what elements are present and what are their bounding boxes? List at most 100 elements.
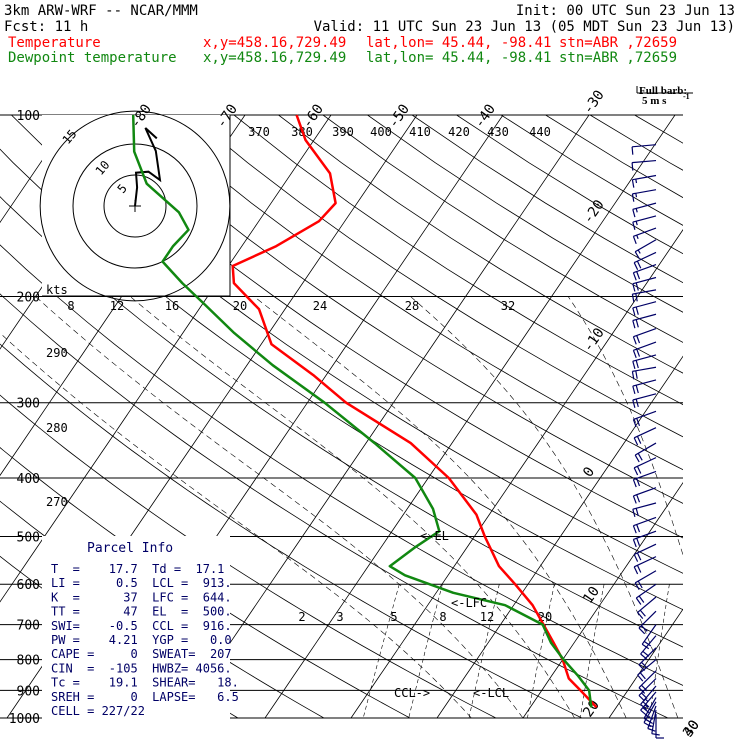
lcl-marker: <-LCL bbox=[473, 686, 509, 700]
wind-barb-staff bbox=[637, 596, 657, 613]
isotherm-line bbox=[608, 608, 683, 719]
dry-adiabat-line bbox=[322, 115, 683, 343]
theta-label: 390 bbox=[332, 125, 354, 139]
mixing-ratio-label: 2 bbox=[298, 610, 305, 624]
dry-adiabat-line bbox=[0, 293, 669, 719]
dry-adiabat-line bbox=[100, 115, 683, 504]
dry-adiabat-line bbox=[367, 115, 683, 313]
parcel-info-row: SREH = 0 LAPSE= 6.5 bbox=[51, 690, 239, 704]
mixing-ratio-line bbox=[579, 584, 605, 719]
wind-barb-half-flag bbox=[644, 704, 649, 708]
isotherm-tick-label: 20 bbox=[580, 697, 603, 720]
wind-barb-flag bbox=[632, 209, 636, 218]
wind-barb-flag bbox=[636, 466, 642, 474]
parcel-info-row: CIN = -105 HWBZ= 4056. bbox=[51, 661, 232, 675]
parcel-info-row: CELL = 227/22 bbox=[51, 704, 145, 718]
wind-barb bbox=[635, 583, 657, 605]
pressure-tick-label: 600 bbox=[17, 578, 40, 593]
wind-barb-flag bbox=[636, 494, 641, 503]
ccl-marker: CCL-> bbox=[394, 686, 430, 700]
wind-barb-flag bbox=[632, 272, 637, 281]
wind-barb-flag bbox=[636, 260, 642, 269]
dewpoint-station: stn=ABR ,72659 bbox=[559, 50, 677, 66]
wind-barb bbox=[632, 327, 657, 345]
theta-label: 290 bbox=[46, 346, 68, 360]
isotherm-line bbox=[0, 115, 332, 603]
wind-barb-flag bbox=[641, 625, 648, 632]
wind-barb-flag bbox=[642, 650, 650, 657]
wind-barb-staff bbox=[632, 174, 657, 181]
wind-barb-flag bbox=[647, 727, 656, 732]
isotherm-line bbox=[695, 115, 740, 718]
moist-adiabat-line bbox=[567, 296, 683, 556]
dry-adiabat-line bbox=[144, 115, 683, 471]
wind-barb bbox=[633, 556, 657, 575]
wind-barb-flag bbox=[632, 361, 636, 370]
wind-barb-flag bbox=[636, 271, 641, 280]
wind-barb-flag bbox=[631, 193, 635, 202]
speed-tick-label: 16 bbox=[165, 299, 179, 313]
wind-barb-staff bbox=[638, 670, 657, 689]
wind-barb bbox=[634, 239, 657, 259]
wind-barb-flag bbox=[641, 661, 648, 669]
wind-barb-flag bbox=[638, 627, 646, 635]
wind-barb-flag bbox=[643, 722, 652, 728]
hodograph-ring bbox=[103, 174, 167, 238]
parcel-info-panel: Parcel Info T = 17.7 Td = 17.1LI = 0.5 LC… bbox=[42, 536, 239, 728]
wind-barb-flag bbox=[632, 495, 637, 504]
parcel-info-row: CAPE = 0 SWEAT= 207 bbox=[51, 647, 232, 661]
hodograph-trace bbox=[134, 127, 162, 207]
model-title: 3km ARW-WRF -- NCAR/MMM bbox=[4, 3, 198, 19]
wind-barb-flag bbox=[636, 524, 641, 533]
wind-barb-flag bbox=[638, 664, 646, 671]
sounding-traces bbox=[131, 114, 598, 709]
dry-adiabat-line bbox=[55, 115, 683, 539]
wind-barb-flag bbox=[632, 336, 637, 345]
wind-barb-flag bbox=[635, 319, 639, 328]
isotherm-tick-label: 10 bbox=[580, 584, 603, 607]
wind-barb-flag bbox=[633, 566, 639, 575]
wind-barb-staff bbox=[632, 502, 657, 510]
hodograph bbox=[39, 110, 231, 302]
wind-barb-flag bbox=[651, 733, 660, 736]
wind-barb-flag bbox=[640, 653, 648, 660]
pressure-tick-label: 500 bbox=[17, 530, 40, 545]
dry-adiabat-line bbox=[411, 115, 683, 284]
wind-barb-flag bbox=[639, 672, 646, 680]
wind-barb bbox=[632, 502, 657, 518]
speed-tick-label: 20 bbox=[233, 299, 247, 313]
wind-barb-staff bbox=[632, 276, 657, 285]
isotherm-tick-label: -30 bbox=[580, 87, 608, 117]
theta-label: 420 bbox=[448, 125, 470, 139]
wind-barb bbox=[638, 678, 657, 702]
valid-time: Valid: 11 UTC Sun 23 Jun 13 (05 MDT Sun … bbox=[314, 19, 735, 35]
wind-barb bbox=[632, 393, 657, 408]
speed-tick-label: 24 bbox=[313, 299, 327, 313]
wind-barb-flag bbox=[642, 701, 650, 708]
wind-barb-staff bbox=[632, 215, 657, 223]
isotherm-line bbox=[436, 355, 683, 719]
dewpoint-latlon: lat,lon= 45.44, -98.41 bbox=[366, 50, 551, 66]
el-marker: <-EL bbox=[420, 529, 449, 543]
wind-barb-flag bbox=[635, 282, 639, 291]
wind-barb bbox=[638, 647, 657, 671]
wind-barb bbox=[632, 341, 657, 359]
pressure-tick-label: 700 bbox=[17, 619, 40, 634]
temperature-label: Temperature bbox=[8, 35, 101, 51]
wind-barb bbox=[631, 289, 657, 303]
wind-barb-half-flag bbox=[635, 208, 638, 213]
wind-barb bbox=[631, 174, 657, 188]
wind-barb-flag bbox=[636, 348, 641, 357]
dewpoint-coords: x,y=458.16,729.49 bbox=[203, 50, 346, 66]
wind-barb-flag bbox=[641, 692, 648, 700]
isotherm-tick-label: -20 bbox=[580, 197, 608, 227]
wind-barb-flag bbox=[632, 307, 636, 316]
dewpoint-trace bbox=[131, 114, 593, 708]
speed-tick-label: 8 bbox=[67, 299, 74, 313]
isotherm-line bbox=[0, 115, 246, 477]
barb-legend: Full barb: 5 m s -1 bbox=[636, 85, 693, 107]
wind-barb-flag bbox=[642, 707, 650, 714]
mixing-ratio-label: 3 bbox=[336, 610, 343, 624]
wind-barb-staff bbox=[632, 379, 657, 387]
